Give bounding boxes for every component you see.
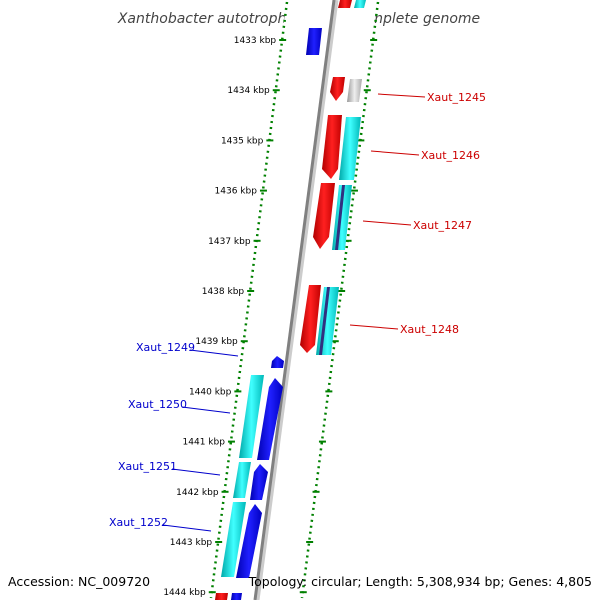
gene-partial-top-cyan [354, 0, 366, 8]
gene-label-Xaut_1247[interactable]: Xaut_1247 [413, 219, 472, 232]
gene-arrow [300, 285, 321, 353]
gene-cds [233, 462, 251, 498]
gene-arrow [330, 77, 345, 101]
gene-partial-bottom-blue [231, 593, 242, 600]
gene-arrow [257, 378, 283, 460]
gene-arrow [236, 504, 262, 578]
gene-label-leaders [162, 93, 426, 532]
gene-arrow [271, 356, 284, 368]
gene-label-Xaut_1250[interactable]: Xaut_1250 [128, 398, 187, 411]
gene-partial-bottom-red [215, 593, 228, 600]
gene-cds-stripe [319, 287, 330, 355]
gene-label-Xaut_1248[interactable]: Xaut_1248 [400, 323, 459, 336]
ruler-label: 1435 kbp [221, 136, 264, 146]
gene-Xaut_1245[interactable] [330, 77, 362, 102]
genome-axis-shadow [254, 0, 339, 600]
ruler-label: 1444 kbp [163, 588, 206, 598]
gene-cds-stripe [335, 185, 345, 250]
genome-axis [253, 0, 336, 600]
ruler-label: 1439 kbp [195, 337, 238, 347]
gene-arrow [313, 183, 335, 249]
ruler-label: 1442 kbp [176, 488, 219, 498]
gene-Xaut_1252[interactable] [221, 502, 262, 578]
gene-label-Xaut_1246[interactable]: Xaut_1246 [421, 149, 480, 162]
gene-label-Xaut_1249[interactable]: Xaut_1249 [136, 341, 195, 354]
gene-label-Xaut_1251[interactable]: Xaut_1251 [118, 460, 177, 473]
gene-label-Xaut_1252[interactable]: Xaut_1252 [109, 516, 168, 529]
gene-label-Xaut_1245[interactable]: Xaut_1245 [427, 91, 486, 104]
ruler-label: 1438 kbp [202, 287, 245, 297]
ruler-label: 1433 kbp [234, 36, 277, 46]
ruler-labels: 1433 kbp 1434 kbp 1435 kbp 1436 kbp 1437 kbp… [163, 36, 276, 598]
gene-partial-top-red [338, 0, 352, 8]
gene-cds [339, 117, 361, 180]
gene-partial-top-blue [306, 28, 322, 55]
ruler-border-left [209, 1, 289, 599]
gene-Xaut_1251[interactable] [233, 462, 268, 500]
ruler-label: 1436 kbp [215, 187, 258, 197]
gene-cds [239, 375, 264, 458]
gene-Xaut_1247[interactable] [313, 183, 352, 250]
gene-arrow [250, 464, 268, 500]
gene-cds [347, 79, 362, 102]
gene-cds [221, 502, 246, 577]
gene-Xaut_1248[interactable] [300, 285, 339, 355]
gene-arrow [322, 115, 342, 179]
gene-Xaut_1250[interactable] [239, 375, 283, 460]
ruler-label: 1440 kbp [189, 387, 232, 397]
gene-Xaut_1246[interactable] [322, 115, 361, 180]
ruler-border-right [300, 1, 380, 599]
ruler-label: 1441 kbp [183, 438, 226, 448]
ruler-label: 1434 kbp [227, 86, 270, 96]
accession-text: Accession: NC_009720 [8, 574, 151, 589]
topology-text: Topology: circular; Length: 5,308,934 bp… [248, 574, 592, 589]
gene-Xaut_1249[interactable] [271, 356, 284, 368]
ruler-label: 1437 kbp [208, 237, 251, 247]
ruler-label: 1443 kbp [170, 538, 213, 548]
